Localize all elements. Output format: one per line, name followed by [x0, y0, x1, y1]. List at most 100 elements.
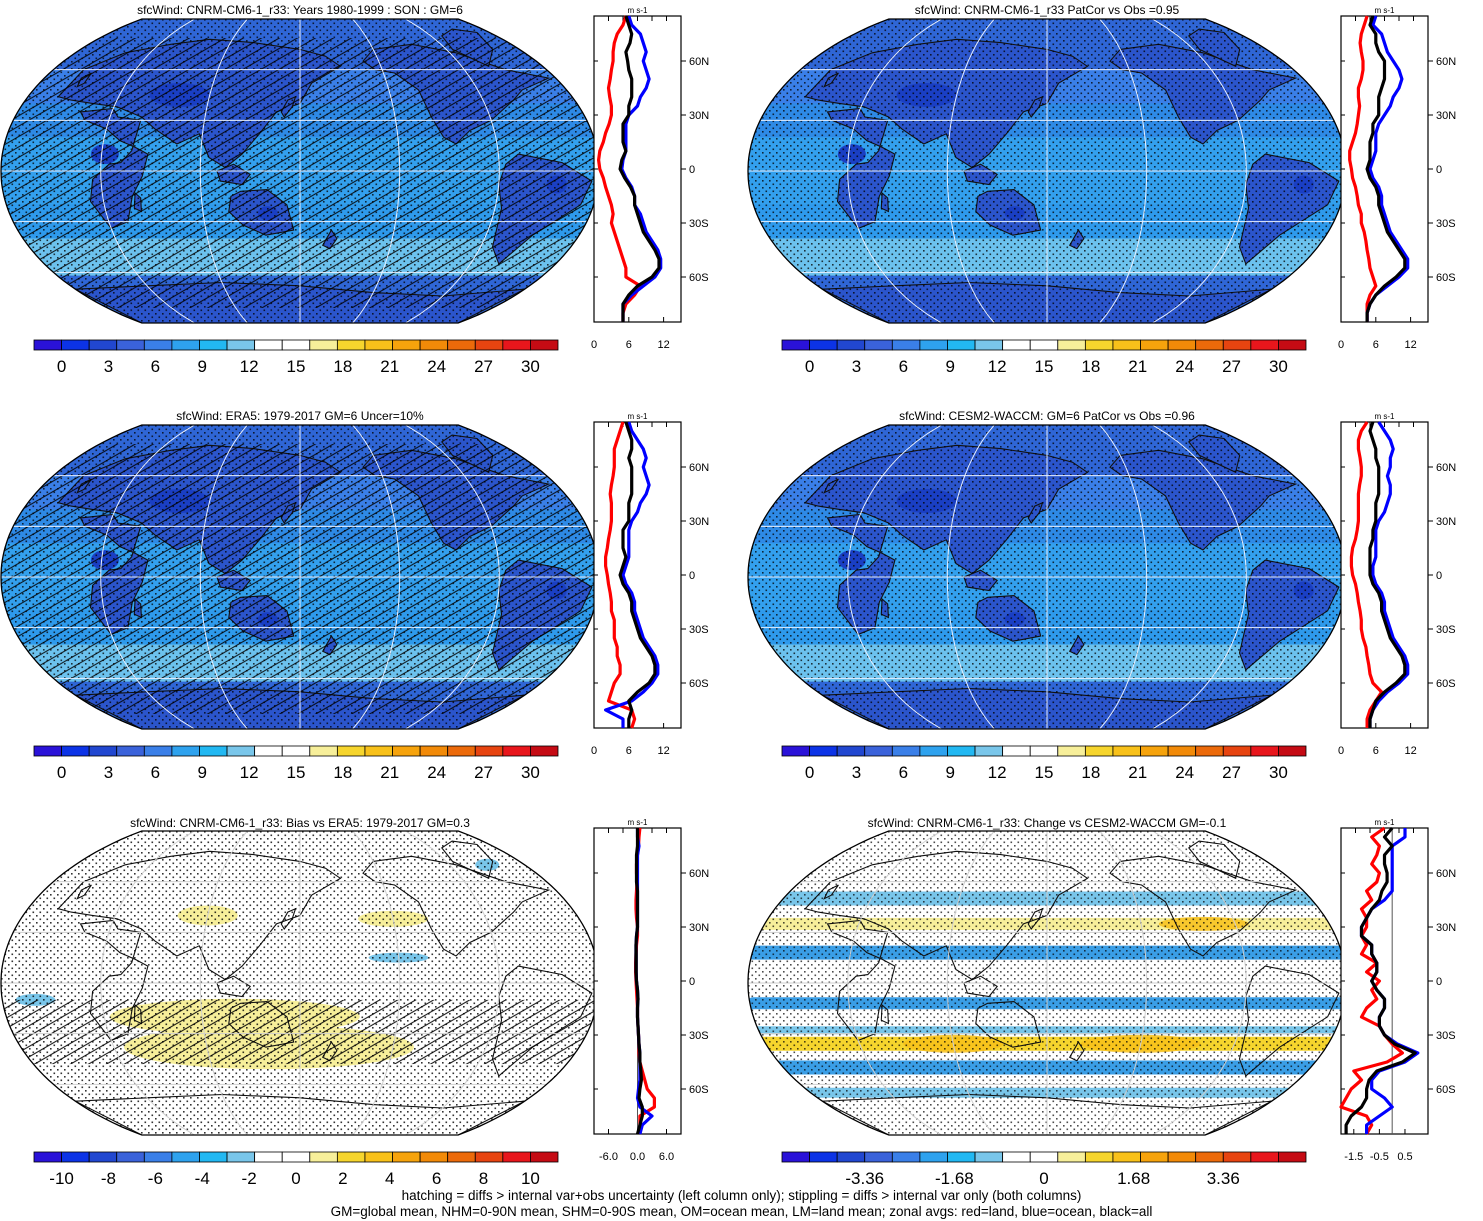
colorbar-swatch-8	[1002, 745, 1031, 757]
colorbar-swatch-4	[891, 1151, 921, 1163]
colorbar-label-4: 12	[988, 763, 1007, 782]
colorbar-label-8: 6	[432, 1169, 441, 1188]
colorbar-label-3: 9	[197, 357, 206, 376]
colorbar-swatch-7	[226, 339, 256, 351]
colorbar-swatch-12	[364, 339, 393, 351]
colorbar-label-9: 27	[474, 763, 493, 782]
colorbar-swatch-12	[364, 745, 393, 757]
colorbar-swatch-5	[171, 1151, 200, 1163]
colorbar-swatch-11	[1084, 339, 1114, 351]
colorbar-label-4: 12	[988, 357, 1007, 376]
colorbar-swatch-18	[1278, 745, 1307, 757]
colorbar-label-10: 30	[1269, 763, 1288, 782]
colorbar-label-9: 27	[1222, 357, 1241, 376]
longitude-line-0	[100, 425, 195, 729]
colorbar-swatch-2	[836, 339, 866, 351]
zonal-series-all	[1365, 15, 1407, 322]
longitude-line-1	[199, 19, 248, 323]
panel-2-title: sfcWind: CNRM-CM6-1_r33 PatCor vs Obs =0…	[914, 3, 1180, 17]
panel-3-colorbar: 0 3 6 9 12 15 18 21 24 27 30	[33, 745, 559, 782]
colorbar-label-5: 15	[287, 357, 306, 376]
colorbar-swatch-15	[1195, 1151, 1224, 1163]
colorbar-swatch-16	[474, 1151, 504, 1163]
colorbar-label-3: 9	[945, 763, 954, 782]
colorbar-label-8: 24	[1175, 357, 1194, 376]
colorbar-swatch-13	[392, 339, 421, 351]
zonal-x-label-2: 12	[1404, 745, 1416, 757]
colorbar-label-0: 0	[805, 357, 814, 376]
zonal-lat-label-3: 30S	[1436, 218, 1456, 230]
colorbar-swatch-17	[1250, 745, 1279, 757]
zonal-x-label-1: 0.0	[630, 1151, 645, 1163]
colorbar-swatch-16	[1222, 1151, 1252, 1163]
colorbar-swatch-5	[919, 339, 948, 351]
colorbar-swatch-9	[281, 1151, 311, 1163]
colorbar-label-1: 3	[852, 357, 861, 376]
map-outline	[747, 830, 1347, 1136]
colorbar-swatch-0	[33, 1151, 62, 1163]
colorbar-swatch-9	[281, 745, 311, 757]
panel-6-title: sfcWind: CNRM-CM6-1_r33: Change vs CESM2…	[867, 816, 1227, 830]
colorbar-swatch-17	[502, 745, 531, 757]
colorbar-swatch-9	[1029, 1151, 1059, 1163]
colorbar-swatch-11	[1084, 745, 1114, 757]
zonal-unit-label: m s-1	[628, 412, 649, 421]
colorbar-label-1: 3	[104, 763, 113, 782]
colorbar-swatch-8	[254, 745, 283, 757]
colorbar-label-0: 0	[57, 357, 66, 376]
colorbar-swatch-7	[974, 745, 1004, 757]
colorbar-swatch-8	[1002, 1151, 1031, 1163]
zonal-lat-label-0: 60N	[689, 462, 709, 474]
zonal-series-all	[618, 15, 661, 322]
colorbar-swatch-15	[447, 1151, 476, 1163]
colorbar-swatch-8	[254, 339, 283, 351]
longitude-line-1	[946, 19, 995, 323]
colorbar-swatch-15	[1195, 745, 1224, 757]
longitude-line-4	[405, 425, 500, 729]
colorbar-label-8: 24	[427, 763, 446, 782]
panel-4-title: sfcWind: CESM2-WACCM: GM=6 PatCor vs Obs…	[899, 409, 1195, 423]
colorbar-label-10: 10	[521, 1169, 540, 1188]
panel-2-map	[747, 18, 1347, 324]
panel-1-title: sfcWind: CNRM-CM6-1_r33: Years 1980-1999…	[137, 3, 463, 17]
colorbar-swatch-10	[1057, 745, 1086, 757]
zonal-lat-label-4: 60S	[1436, 272, 1456, 284]
zonal-lat-label-2: 0	[1436, 164, 1442, 176]
zonal-lat-label-0: 60N	[1436, 462, 1456, 474]
zonal-lat-label-0: 60N	[1436, 56, 1456, 68]
zonal-x-label-1: -0.5	[1370, 1151, 1389, 1163]
colorbar-swatch-17	[1250, 339, 1279, 351]
colorbar-swatch-18	[1278, 339, 1307, 351]
colorbar-swatch-14	[419, 745, 449, 757]
colorbar-swatch-5	[171, 745, 200, 757]
colorbar-swatch-2	[88, 745, 118, 757]
colorbar-label-3: 9	[945, 357, 954, 376]
longitude-line-3	[352, 425, 401, 729]
map-outline	[0, 424, 600, 730]
zonal-series-ocean	[1368, 421, 1410, 728]
zonal-lat-label-1: 30N	[1436, 516, 1456, 528]
zonal-x-label-0: -1.5	[1344, 1151, 1363, 1163]
colorbar-swatch-9	[281, 339, 311, 351]
colorbar-label-1: 3	[852, 763, 861, 782]
zonal-frame	[593, 15, 682, 323]
zonal-lat-label-2: 0	[1436, 570, 1442, 582]
zonal-lat-label-4: 60S	[689, 1084, 709, 1096]
panel-1-map	[0, 18, 600, 324]
zonal-lat-label-0: 60N	[689, 56, 709, 68]
longitude-line-1	[946, 425, 995, 729]
colorbar-label-0: 0	[57, 763, 66, 782]
longitude-line-0	[847, 831, 942, 1135]
colorbar-swatch-3	[116, 339, 145, 351]
colorbar-swatch-6	[947, 339, 976, 351]
colorbar-label-6: 2	[338, 1169, 347, 1188]
longitude-line-0	[847, 425, 942, 729]
colorbar-label-4: -2	[242, 1169, 257, 1188]
colorbar-swatch-6	[199, 1151, 228, 1163]
colorbar-label-2: 0	[1039, 1169, 1048, 1188]
colorbar-swatch-18	[530, 1151, 559, 1163]
colorbar-swatch-6	[199, 339, 228, 351]
longitude-line-4	[405, 19, 500, 323]
panel-4-map	[747, 424, 1347, 730]
zonal-lat-label-1: 30N	[1436, 110, 1456, 122]
